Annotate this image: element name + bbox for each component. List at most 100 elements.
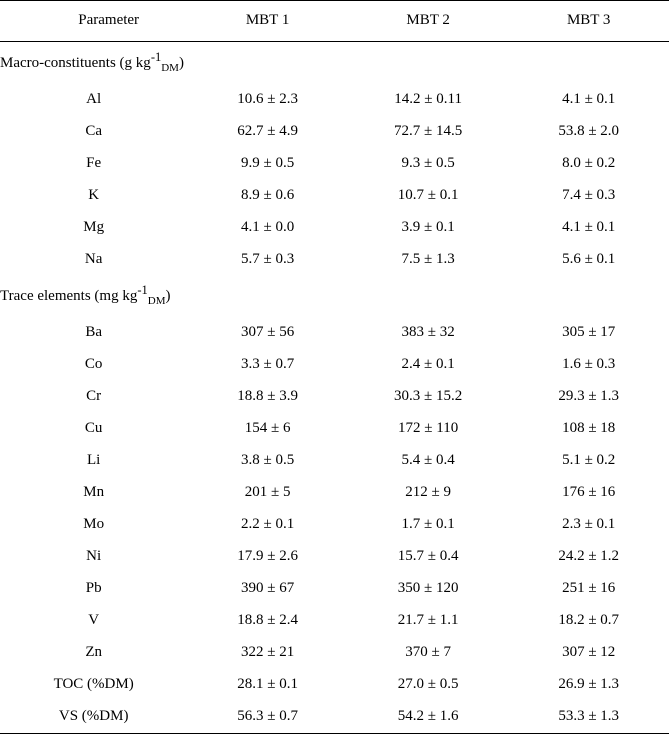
row-value-mbt3: 307 ± 12 xyxy=(508,636,669,668)
row-parameter: Ca xyxy=(0,115,187,147)
row-parameter: Co xyxy=(0,348,187,380)
row-value-mbt3: 305 ± 17 xyxy=(508,316,669,348)
table-row: Cu154 ± 6172 ± 110108 ± 18 xyxy=(0,412,669,444)
row-parameter: Ni xyxy=(0,540,187,572)
row-value-mbt1: 4.1 ± 0.0 xyxy=(187,211,348,243)
row-value-mbt1: 322 ± 21 xyxy=(187,636,348,668)
row-value-mbt1: 3.8 ± 0.5 xyxy=(187,444,348,476)
row-value-mbt1: 17.9 ± 2.6 xyxy=(187,540,348,572)
row-value-mbt3: 4.1 ± 0.1 xyxy=(508,211,669,243)
row-value-mbt3: 4.1 ± 0.1 xyxy=(508,83,669,115)
row-value-mbt3: 176 ± 16 xyxy=(508,476,669,508)
row-value-mbt1: 10.6 ± 2.3 xyxy=(187,83,348,115)
row-parameter: Mg xyxy=(0,211,187,243)
row-value-mbt2: 10.7 ± 0.1 xyxy=(348,179,509,211)
table-row: Zn322 ± 21370 ± 7307 ± 12 xyxy=(0,636,669,668)
row-value-mbt2: 9.3 ± 0.5 xyxy=(348,147,509,179)
col-header-mbt3: MBT 3 xyxy=(508,1,669,42)
table-row: TOC (%DM)28.1 ± 0.127.0 ± 0.526.9 ± 1.3 xyxy=(0,668,669,700)
row-value-mbt1: 18.8 ± 2.4 xyxy=(187,604,348,636)
row-value-mbt1: 201 ± 5 xyxy=(187,476,348,508)
table-row: Co3.3 ± 0.72.4 ± 0.11.6 ± 0.3 xyxy=(0,348,669,380)
constituents-table: ParameterMBT 1MBT 2MBT 3Macro-constituen… xyxy=(0,0,669,734)
row-parameter: V xyxy=(0,604,187,636)
row-value-mbt2: 350 ± 120 xyxy=(348,572,509,604)
row-value-mbt1: 3.3 ± 0.7 xyxy=(187,348,348,380)
table-header-row: ParameterMBT 1MBT 2MBT 3 xyxy=(0,1,669,42)
row-value-mbt1: 56.3 ± 0.7 xyxy=(187,700,348,734)
table-row: Na5.7 ± 0.37.5 ± 1.35.6 ± 0.1 xyxy=(0,243,669,275)
table-row: Ba307 ± 56383 ± 32305 ± 17 xyxy=(0,316,669,348)
row-parameter: K xyxy=(0,179,187,211)
table-row: Mg4.1 ± 0.03.9 ± 0.14.1 ± 0.1 xyxy=(0,211,669,243)
col-header-mbt2: MBT 2 xyxy=(348,1,509,42)
row-value-mbt2: 72.7 ± 14.5 xyxy=(348,115,509,147)
row-parameter: Cu xyxy=(0,412,187,444)
row-parameter: Fe xyxy=(0,147,187,179)
row-value-mbt2: 2.4 ± 0.1 xyxy=(348,348,509,380)
row-parameter: Li xyxy=(0,444,187,476)
section-header: Trace elements (mg kg-1DM) xyxy=(0,275,669,316)
row-value-mbt3: 53.8 ± 2.0 xyxy=(508,115,669,147)
row-value-mbt1: 390 ± 67 xyxy=(187,572,348,604)
table-row: Pb390 ± 67350 ± 120251 ± 16 xyxy=(0,572,669,604)
section-title: Macro-constituents (g kg-1DM) xyxy=(0,42,669,84)
row-value-mbt2: 1.7 ± 0.1 xyxy=(348,508,509,540)
row-value-mbt1: 28.1 ± 0.1 xyxy=(187,668,348,700)
table-row: Mo2.2 ± 0.11.7 ± 0.12.3 ± 0.1 xyxy=(0,508,669,540)
row-value-mbt3: 1.6 ± 0.3 xyxy=(508,348,669,380)
section-title: Trace elements (mg kg-1DM) xyxy=(0,275,669,316)
row-value-mbt2: 3.9 ± 0.1 xyxy=(348,211,509,243)
row-value-mbt1: 154 ± 6 xyxy=(187,412,348,444)
row-value-mbt3: 251 ± 16 xyxy=(508,572,669,604)
table-row: Li3.8 ± 0.55.4 ± 0.45.1 ± 0.2 xyxy=(0,444,669,476)
row-value-mbt3: 24.2 ± 1.2 xyxy=(508,540,669,572)
row-value-mbt1: 5.7 ± 0.3 xyxy=(187,243,348,275)
table-row: Cr18.8 ± 3.930.3 ± 15.229.3 ± 1.3 xyxy=(0,380,669,412)
col-header-mbt1: MBT 1 xyxy=(187,1,348,42)
row-parameter: Mo xyxy=(0,508,187,540)
row-value-mbt2: 370 ± 7 xyxy=(348,636,509,668)
row-value-mbt2: 383 ± 32 xyxy=(348,316,509,348)
row-value-mbt2: 212 ± 9 xyxy=(348,476,509,508)
row-parameter: TOC (%DM) xyxy=(0,668,187,700)
row-parameter: Na xyxy=(0,243,187,275)
row-value-mbt2: 27.0 ± 0.5 xyxy=(348,668,509,700)
row-value-mbt3: 8.0 ± 0.2 xyxy=(508,147,669,179)
row-value-mbt1: 2.2 ± 0.1 xyxy=(187,508,348,540)
table-row: V18.8 ± 2.421.7 ± 1.118.2 ± 0.7 xyxy=(0,604,669,636)
row-value-mbt2: 5.4 ± 0.4 xyxy=(348,444,509,476)
row-value-mbt2: 21.7 ± 1.1 xyxy=(348,604,509,636)
row-value-mbt2: 54.2 ± 1.6 xyxy=(348,700,509,734)
row-parameter: Al xyxy=(0,83,187,115)
row-value-mbt3: 29.3 ± 1.3 xyxy=(508,380,669,412)
table-row: Fe9.9 ± 0.59.3 ± 0.58.0 ± 0.2 xyxy=(0,147,669,179)
col-header-parameter: Parameter xyxy=(0,1,187,42)
row-value-mbt3: 26.9 ± 1.3 xyxy=(508,668,669,700)
row-value-mbt2: 30.3 ± 15.2 xyxy=(348,380,509,412)
table-row: VS (%DM)56.3 ± 0.754.2 ± 1.653.3 ± 1.3 xyxy=(0,700,669,734)
row-value-mbt3: 7.4 ± 0.3 xyxy=(508,179,669,211)
row-parameter: Zn xyxy=(0,636,187,668)
row-value-mbt2: 172 ± 110 xyxy=(348,412,509,444)
row-value-mbt1: 18.8 ± 3.9 xyxy=(187,380,348,412)
row-value-mbt1: 9.9 ± 0.5 xyxy=(187,147,348,179)
row-parameter: Ba xyxy=(0,316,187,348)
row-value-mbt1: 8.9 ± 0.6 xyxy=(187,179,348,211)
row-parameter: Mn xyxy=(0,476,187,508)
row-parameter: Pb xyxy=(0,572,187,604)
table-row: Ni17.9 ± 2.615.7 ± 0.424.2 ± 1.2 xyxy=(0,540,669,572)
table-row: K8.9 ± 0.610.7 ± 0.17.4 ± 0.3 xyxy=(0,179,669,211)
row-value-mbt3: 5.1 ± 0.2 xyxy=(508,444,669,476)
table-row: Al10.6 ± 2.314.2 ± 0.114.1 ± 0.1 xyxy=(0,83,669,115)
row-value-mbt3: 108 ± 18 xyxy=(508,412,669,444)
row-value-mbt2: 14.2 ± 0.11 xyxy=(348,83,509,115)
row-value-mbt3: 5.6 ± 0.1 xyxy=(508,243,669,275)
row-value-mbt2: 7.5 ± 1.3 xyxy=(348,243,509,275)
row-value-mbt1: 307 ± 56 xyxy=(187,316,348,348)
row-value-mbt3: 2.3 ± 0.1 xyxy=(508,508,669,540)
row-parameter: VS (%DM) xyxy=(0,700,187,734)
row-value-mbt2: 15.7 ± 0.4 xyxy=(348,540,509,572)
row-parameter: Cr xyxy=(0,380,187,412)
row-value-mbt3: 18.2 ± 0.7 xyxy=(508,604,669,636)
